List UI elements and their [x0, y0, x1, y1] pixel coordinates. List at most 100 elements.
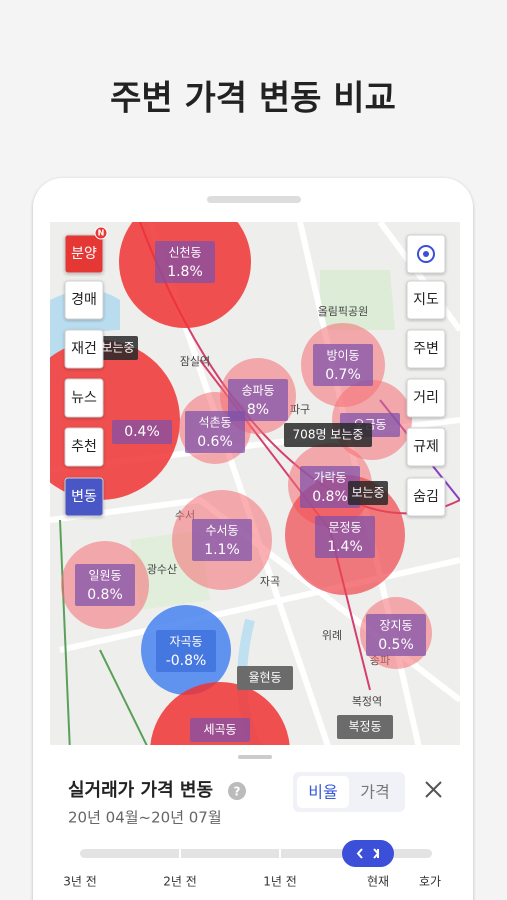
area-circle — [150, 682, 290, 752]
left-menu-button[interactable] — [64, 234, 104, 274]
area-change: 1.8% — [167, 264, 203, 280]
locate-icon — [417, 245, 435, 263]
area-change: 0.8% — [312, 489, 348, 505]
right-menu-button[interactable] — [406, 378, 446, 418]
area-label-box[interactable] — [192, 519, 252, 561]
place-label: 올림픽공원 — [318, 305, 369, 318]
locate-icon-dot — [423, 251, 429, 257]
close-button[interactable] — [425, 781, 442, 798]
area-change: 0.6% — [197, 434, 233, 450]
area-label-box[interactable] — [112, 420, 172, 444]
area-label-box[interactable] — [313, 344, 373, 386]
area-name: 방이동 — [326, 349, 359, 363]
right-menu-button[interactable] — [406, 427, 446, 467]
area-name: 석촌동 — [198, 416, 231, 430]
area-name: 세곡동 — [203, 723, 236, 737]
unrated-area-box[interactable] — [337, 715, 393, 739]
area-change: 0.8% — [87, 587, 123, 603]
area-label-box[interactable] — [366, 614, 426, 656]
badge — [94, 226, 108, 240]
area-label-box[interactable] — [155, 241, 215, 283]
area-change: 0.5% — [378, 637, 414, 653]
area-name: 송파동 — [241, 384, 274, 398]
area-change: 0.7% — [325, 367, 361, 383]
place-label: 복정역 — [352, 695, 382, 708]
page-title: 주변 가격 변동 비교 — [110, 79, 396, 119]
left-menu-label: 재건 — [71, 341, 97, 357]
area-name: 신천동 — [168, 245, 201, 260]
area-label-box[interactable] — [228, 379, 288, 421]
viewer-tag: 708명 보는중 — [293, 428, 364, 442]
timeline-label: 2년 전 — [163, 875, 197, 889]
left-menu-label: 분양 — [71, 246, 97, 262]
left-menu-label: 뉴스 — [71, 390, 97, 406]
place-label: 위례 — [322, 629, 342, 642]
left-menu-button[interactable] — [64, 280, 104, 320]
right-menu-button[interactable] — [406, 329, 446, 369]
place-label: 자곡 — [260, 575, 280, 588]
timeline-label: 현재 — [367, 875, 389, 889]
help-icon-glyph: ? — [234, 785, 241, 799]
area-label-box[interactable] — [300, 466, 360, 508]
area-name: 가락동 — [313, 471, 346, 485]
area-name: 수서동 — [205, 524, 238, 538]
area-name: 일원동 — [88, 569, 121, 583]
area-label-box[interactable] — [190, 718, 250, 742]
area-name: 문정동 — [328, 521, 361, 535]
right-menu-label: 지도 — [413, 292, 439, 308]
place-label: 파구 — [290, 403, 310, 416]
area-change: 8% — [247, 402, 269, 418]
timeline-label: 3년 전 — [63, 875, 97, 889]
area-change: 1.4% — [327, 539, 363, 555]
area-change: -0.8% — [166, 653, 207, 669]
viewer-tag-box — [348, 481, 388, 505]
unrated-area-name: 율현동 — [248, 671, 281, 685]
left-menu-label: 추천 — [71, 439, 97, 455]
subway-line — [59, 519, 151, 752]
area-label-box[interactable] — [185, 411, 245, 453]
area-label-box[interactable] — [315, 516, 375, 558]
help-icon[interactable] — [228, 782, 246, 800]
left-menu-button[interactable] — [64, 329, 104, 369]
unrated-area-name: 복정동 — [348, 720, 381, 734]
area-name: 장지동 — [379, 619, 412, 633]
panel-handle[interactable] — [238, 755, 272, 759]
right-menu-label: 규제 — [413, 439, 439, 455]
place-label: 잠실역 — [180, 355, 210, 368]
bottom-panel — [50, 745, 460, 900]
panel-title: 실거래가 가격 변동 — [68, 780, 213, 801]
right-menu-button[interactable] — [406, 280, 446, 320]
toggle-option[interactable]: 비율 — [308, 783, 337, 802]
viewer-tag: 보는중 — [101, 341, 134, 355]
right-menu-label: 거리 — [413, 390, 439, 406]
panel-period: 20년 04월~20년 07월 — [68, 809, 222, 827]
phone-speaker — [207, 196, 301, 203]
viewer-tag-box — [98, 336, 138, 360]
right-menu-label: 숨김 — [413, 489, 439, 505]
park — [320, 270, 395, 330]
timeline-label: 1년 전 — [263, 875, 297, 889]
timeline: 3년 전 2년 전 1년 전 현재 호가 — [63, 849, 441, 889]
area-change: 1.1% — [204, 542, 240, 558]
viewer-tag: 보는중 — [351, 486, 384, 500]
area-label-box[interactable] — [156, 630, 216, 672]
left-menu-button[interactable] — [64, 427, 104, 467]
badge-label: N — [98, 229, 105, 238]
area-label-box[interactable] — [75, 564, 135, 606]
unrated-area-box[interactable] — [237, 666, 293, 690]
place-label: 광수산 — [147, 563, 177, 576]
timeline-label: 호가 — [419, 875, 441, 889]
right-menu-button[interactable] — [406, 477, 446, 517]
left-menu-label: 변동 — [71, 489, 97, 505]
left-menu-button[interactable] — [64, 477, 104, 517]
right-menu-label: 주변 — [413, 341, 439, 357]
toggle-selected — [297, 776, 349, 808]
left-menu-label: 경매 — [71, 292, 97, 308]
slider-knob[interactable] — [342, 840, 394, 867]
area-name: 자곡동 — [169, 635, 202, 649]
toggle-option[interactable]: 가격 — [360, 783, 389, 802]
left-menu-button[interactable] — [64, 378, 104, 418]
